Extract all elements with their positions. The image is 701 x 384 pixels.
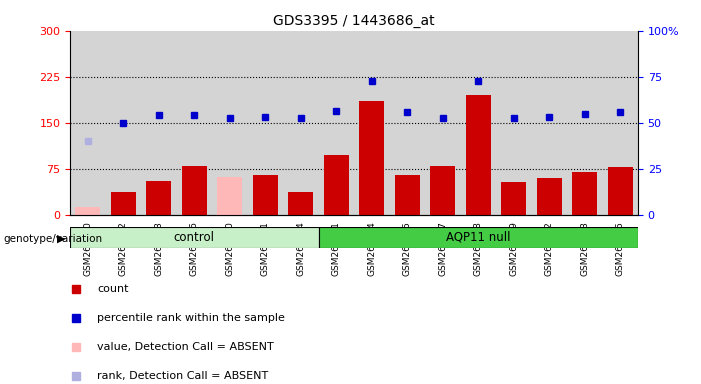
Bar <box>360 101 384 215</box>
Text: ▶: ▶ <box>57 234 65 244</box>
Bar <box>324 155 348 215</box>
Text: value, Detection Call = ABSENT: value, Detection Call = ABSENT <box>97 342 273 352</box>
Bar <box>111 192 136 215</box>
Text: control: control <box>174 231 215 243</box>
Bar <box>537 178 562 215</box>
Bar <box>217 177 243 215</box>
Bar <box>501 182 526 215</box>
Bar <box>253 175 278 215</box>
Bar <box>572 172 597 215</box>
Bar <box>430 166 455 215</box>
Title: GDS3395 / 1443686_at: GDS3395 / 1443686_at <box>273 14 435 28</box>
Bar <box>318 227 638 248</box>
Text: count: count <box>97 284 128 294</box>
Bar <box>608 167 632 215</box>
Bar <box>182 166 207 215</box>
Bar <box>147 181 171 215</box>
Bar <box>70 227 318 248</box>
Text: AQP11 null: AQP11 null <box>446 231 510 243</box>
Bar <box>288 192 313 215</box>
Bar <box>395 175 420 215</box>
Text: genotype/variation: genotype/variation <box>4 234 102 244</box>
Bar <box>465 95 491 215</box>
Text: rank, Detection Call = ABSENT: rank, Detection Call = ABSENT <box>97 371 268 381</box>
Text: percentile rank within the sample: percentile rank within the sample <box>97 313 285 323</box>
Bar <box>76 207 100 215</box>
